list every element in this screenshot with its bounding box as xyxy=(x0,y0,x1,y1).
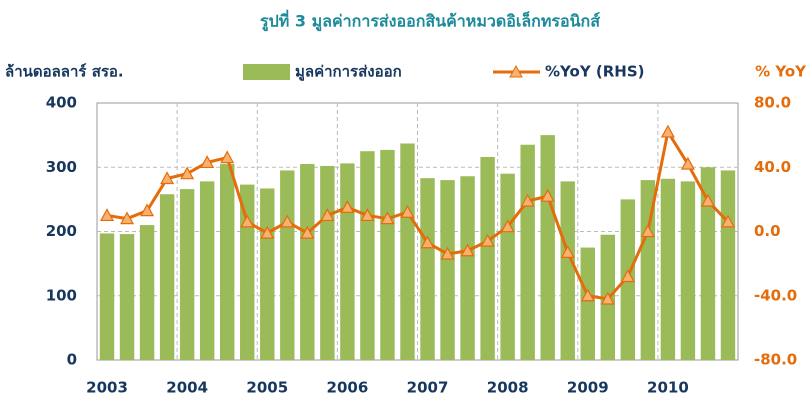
bar xyxy=(159,194,175,360)
y2-tick-label: 40.0 xyxy=(754,158,791,176)
bar xyxy=(560,181,575,360)
marker xyxy=(140,203,155,217)
bar xyxy=(240,184,255,360)
x-tick-label: 2004 xyxy=(166,379,208,397)
legend-label: มูลค่าการส่งออก xyxy=(295,63,402,82)
marker xyxy=(120,211,135,225)
bar xyxy=(99,233,115,360)
bar xyxy=(660,178,676,360)
bar xyxy=(219,164,235,360)
bar xyxy=(580,247,595,360)
bar xyxy=(320,165,335,360)
y2-tick-label: -40.0 xyxy=(754,286,797,304)
x-tick-label: 2005 xyxy=(246,379,288,397)
marker xyxy=(100,208,115,222)
marker xyxy=(680,156,695,170)
bar xyxy=(199,181,215,360)
bar xyxy=(400,143,415,360)
x-tick-label: 2007 xyxy=(407,379,449,397)
bar xyxy=(360,151,375,360)
marker xyxy=(540,188,555,202)
bar xyxy=(480,156,495,360)
legend-marker xyxy=(509,64,523,78)
y-tick-label: 200 xyxy=(46,222,77,240)
legend-swatch xyxy=(243,64,290,80)
marker xyxy=(500,219,515,233)
marker xyxy=(420,235,435,249)
marker xyxy=(220,150,235,164)
marker xyxy=(400,204,415,218)
marker xyxy=(280,214,295,228)
legend-label: %YoY (RHS) xyxy=(545,63,645,81)
marker xyxy=(720,214,735,228)
y2-tick-label: 0.0 xyxy=(754,222,781,240)
bar xyxy=(540,135,555,360)
bar xyxy=(340,163,355,360)
bar xyxy=(420,178,435,360)
bar xyxy=(260,188,275,360)
chart-title: รูปที่ 3 มูลค่าการส่งออกสินค้าหมวดอิเล็ก… xyxy=(260,10,600,33)
marker xyxy=(560,245,575,258)
bar xyxy=(460,176,475,360)
bar xyxy=(280,170,295,360)
y-tick-label: 400 xyxy=(46,94,77,112)
marker xyxy=(640,224,655,238)
marker xyxy=(700,193,715,207)
marker xyxy=(180,166,195,180)
marker xyxy=(660,124,675,138)
x-tick-label: 2003 xyxy=(86,379,128,397)
marker xyxy=(360,208,375,222)
bar xyxy=(179,189,195,360)
marker xyxy=(260,225,275,239)
bar xyxy=(500,173,515,360)
marker xyxy=(340,200,355,214)
x-tick-label: 2009 xyxy=(567,379,609,397)
bar xyxy=(440,180,455,360)
marker xyxy=(460,243,475,257)
bar xyxy=(380,149,395,360)
y2-tick-label: 80.0 xyxy=(754,94,791,112)
marker xyxy=(380,211,395,225)
marker xyxy=(320,208,335,222)
marker xyxy=(200,155,215,169)
y-tick-label: 300 xyxy=(46,158,77,176)
x-tick-label: 2006 xyxy=(327,379,369,397)
x-tick-label: 2008 xyxy=(487,379,529,397)
marker xyxy=(620,269,635,283)
marker xyxy=(300,225,315,239)
bar xyxy=(520,144,535,360)
marker xyxy=(580,288,595,302)
bar xyxy=(300,164,315,360)
y-tick-label: 100 xyxy=(46,286,77,304)
marker xyxy=(160,171,175,185)
marker xyxy=(240,214,255,228)
bar xyxy=(119,234,135,360)
bar xyxy=(700,167,716,360)
marker xyxy=(440,246,455,260)
bar xyxy=(720,170,736,360)
marker xyxy=(600,291,615,305)
bar xyxy=(640,180,656,360)
bar xyxy=(139,225,155,360)
marker xyxy=(480,233,495,247)
y-axis-label: ล้านดอลลาร์ สรอ. xyxy=(5,63,124,81)
marker xyxy=(520,193,535,207)
y-tick-label: 0 xyxy=(67,351,77,369)
y2-tick-label: -80.0 xyxy=(754,351,797,369)
x-tick-label: 2010 xyxy=(647,379,689,397)
y2-axis-label: % YoY xyxy=(755,63,807,81)
bar xyxy=(680,181,696,360)
